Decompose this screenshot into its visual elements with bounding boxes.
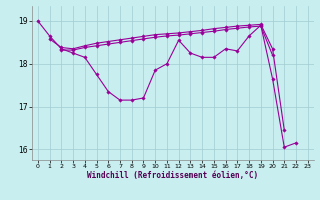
X-axis label: Windchill (Refroidissement éolien,°C): Windchill (Refroidissement éolien,°C): [87, 171, 258, 180]
